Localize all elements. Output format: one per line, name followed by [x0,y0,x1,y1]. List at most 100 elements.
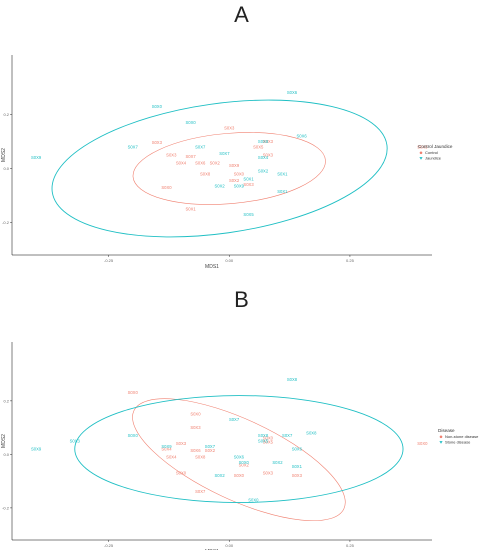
point-label: S0X3 [166,152,177,157]
x-axis-title: MDS1 [205,264,219,270]
point-label: S0X4 [166,454,177,459]
point-label: S0X8 [195,454,206,459]
point-label: S0X8 [258,139,269,144]
point-label: S0X0 [239,460,250,465]
point-label: S0X7 [128,144,139,149]
ellipse-non-stone-disease [132,398,346,522]
legend-marker-triangle [419,157,423,160]
x-tick-label: 0.25 [346,543,355,548]
point-label: S0X2 [239,462,250,467]
point-label: S0X7 [282,433,293,438]
point-label: S0X9 [31,155,42,160]
point-label: S0X1 [292,464,303,469]
point-label: S0X3 [70,438,81,443]
legend-marker-circle [439,435,443,439]
y-tick-label: 0.0 [3,452,9,457]
legend-marker-circle [419,151,423,155]
point-label: S0X2 [258,169,269,174]
point-label: S0X6 [190,448,201,453]
point-label: S0X9 [234,183,245,188]
point-label: S0X8 [306,430,317,435]
point-label: S0X9 [161,444,172,449]
legend-marker-triangle [439,441,443,444]
point-label: S0X1 [277,189,288,194]
point-label: S0X3 [243,182,254,187]
point-label: S0X6 [297,133,308,138]
point-label: S0X2 [229,178,240,183]
point-label: S0X3 [417,144,428,149]
point-label: S0X5 [253,144,264,149]
panel-letter-a: A [234,2,249,27]
point-label: S0X0 [263,436,274,441]
point-label: S0X3 [224,125,235,130]
point-label: S0X5 [258,438,269,443]
point-label: S0X6 [287,90,298,95]
point-label: S0X2 [272,460,283,465]
point-label: S0X0 [128,390,139,395]
y-axis-title: MDS2 [1,434,7,448]
y-tick-label: 0.2 [3,112,9,117]
point-label: S0X6 [195,161,206,166]
point-label: S0X7 [205,444,216,449]
point-label: S0X2 [214,473,225,478]
point-label: S0X8 [258,433,269,438]
ellipse-control [132,132,326,205]
point-label: S0X7 [195,144,206,149]
point-label: S0X7 [195,489,206,494]
point-label: S0X4 [161,446,172,451]
legend-entry-label: Stone disease [445,440,471,445]
point-label: S0X3 [292,473,303,478]
point-label: S0X0 [185,120,196,125]
ellipse-stone-disease [74,395,404,503]
point-label: S0X0 [161,185,172,190]
point-label: S0X0 [152,104,163,109]
point-label: S0X3 [190,425,201,430]
point-label: S0X4 [258,155,269,160]
point-label: S0X0 [417,441,428,446]
point-label: S0X0 [248,497,259,502]
chart-panel-b: -0.250.000.250.20.0-0.2MDS1MDS2S0X0S0X0S… [1,342,479,550]
x-tick-label: 0.00 [225,258,234,263]
legend-entry-label: Jaundice [425,156,442,161]
chart-panel-a: -0.25 0.00 0.250.20.0-0.2MDS1MDS2S0X3S0X3S… [1,55,453,270]
x-tick-label: 0.00 [225,543,234,548]
point-label: S0X3 [176,441,187,446]
y-tick-label: -0.2 [2,505,10,510]
point-label: S0X7 [219,151,230,156]
point-label: S0X1 [243,177,254,182]
x-tick-label: -0.25 [104,258,114,263]
point-label: S0X2 [210,161,221,166]
y-axis-title: MDS2 [1,148,7,162]
point-label: S0X3 [263,139,274,144]
point-label: S0X0 [234,473,245,478]
point-label: S0X8 [287,377,298,382]
x-tick-label: -0.25 [104,543,114,548]
point-label: S0X3 [263,152,274,157]
legend-title: Control Jaundice [418,144,453,149]
point-label: S0X1 [185,206,196,211]
point-label: S0X3 [263,471,274,476]
point-label: S0X3 [152,140,163,145]
point-label: S0X9 [31,446,42,451]
point-label: S0X0 [190,412,201,417]
point-label: S0X2 [205,448,216,453]
y-tick-label: -0.2 [2,220,10,225]
point-label: S0X5 [243,212,254,217]
point-label: S0X0 [234,171,245,176]
ellipse-jaundice [51,99,388,238]
y-tick-label: 0.0 [3,166,9,171]
y-tick-label: 0.2 [3,398,9,403]
legend-entry-label: Non-stone disease [445,434,479,439]
panel-letter-b: B [234,287,249,312]
point-label: S0X2 [214,183,225,188]
point-label: S0X8 [200,171,211,176]
point-label: S0X6 [234,454,245,459]
point-label: S0X7 [185,154,196,159]
point-label: S0X4 [176,161,187,166]
point-label: S0X1 [277,171,288,176]
point-label: S0X0 [176,471,187,476]
point-label: S0X6 [292,446,303,451]
point-label: S0X7 [229,417,240,422]
x-tick-label: 0.25 [346,258,355,263]
